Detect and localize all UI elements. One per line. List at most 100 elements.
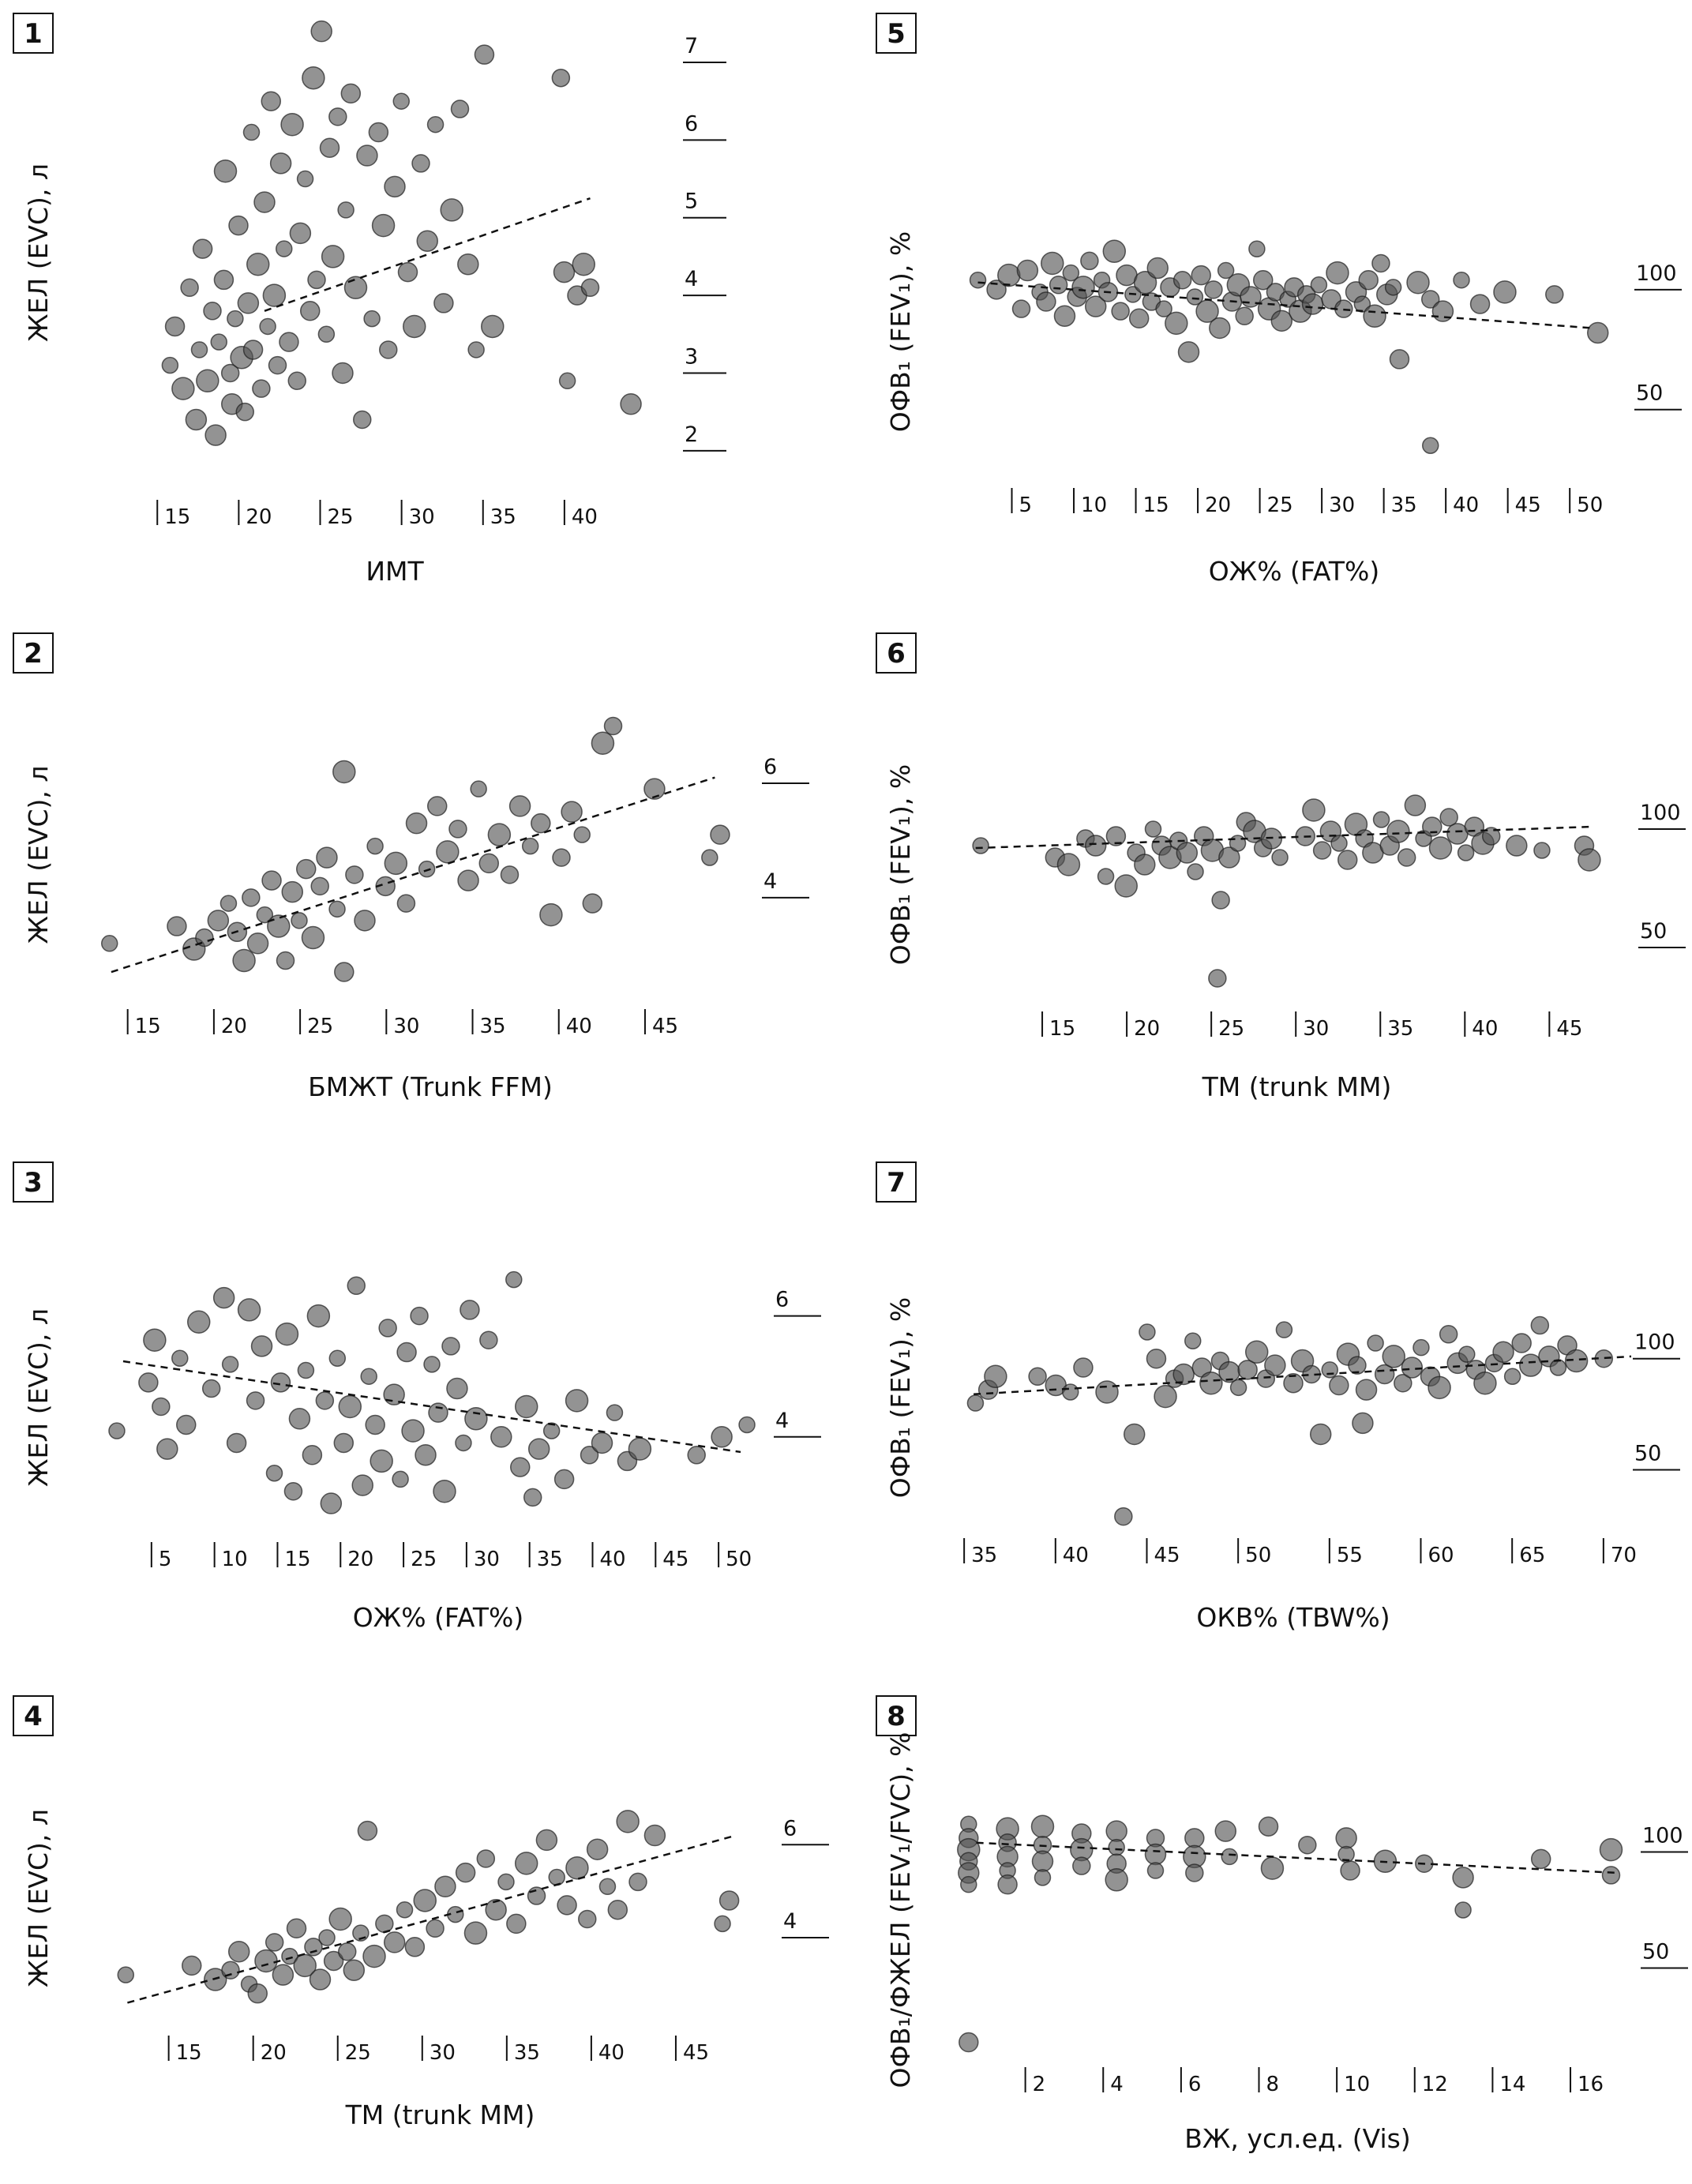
data-point (161, 356, 179, 374)
data-point (1154, 1384, 1177, 1409)
data-point (565, 1389, 589, 1413)
data-point (535, 1829, 558, 1852)
data-point (523, 1488, 542, 1507)
data-point (1301, 293, 1324, 315)
data-point (972, 837, 989, 854)
data-point (984, 1364, 1007, 1389)
data-point (580, 278, 600, 298)
panel-number: 6 (887, 638, 906, 670)
data-point (1011, 299, 1031, 318)
data-point (246, 1391, 265, 1410)
data-point (969, 271, 987, 289)
x-tick-label: 25 (328, 505, 354, 529)
data-point (464, 1407, 488, 1431)
trend-line (976, 1841, 1619, 1874)
data-point (1108, 1838, 1125, 1856)
data-point (426, 115, 445, 133)
data-point (226, 1432, 247, 1454)
x-tick-label: 20 (221, 1015, 247, 1038)
data-point (1428, 1375, 1451, 1400)
data-point (1549, 1359, 1567, 1376)
data-point (338, 1394, 362, 1419)
x-tick-label: 35 (480, 1015, 506, 1038)
y-tick-label: 3 (685, 344, 698, 369)
data-point (1208, 969, 1227, 988)
data-point (237, 1298, 261, 1322)
data-point (340, 83, 362, 104)
panel-number-box (13, 1695, 54, 1736)
data-point (171, 377, 195, 400)
chart-panel-8: 8 2 4 6 8 10 12 14 16 50 100 ВЖ, усл.ед. (Vis) ОФВ₁/… (876, 1695, 1688, 2154)
data-point (195, 928, 214, 948)
data-point (1071, 276, 1095, 299)
y-tick-label: 4 (775, 1409, 789, 1433)
y-tick-label: 6 (775, 1288, 789, 1312)
data-point (714, 1915, 731, 1933)
data-point (375, 1914, 394, 1934)
x-tick-label: 8 (1266, 2073, 1280, 2096)
data-point (368, 122, 389, 143)
data-point (413, 1889, 437, 1912)
data-point (553, 1469, 575, 1490)
data-point (1358, 269, 1379, 291)
x-tick-label: 40 (600, 1548, 626, 1571)
data-point (281, 880, 304, 903)
data-point (334, 962, 355, 982)
x-tick-label: 35 (537, 1548, 563, 1571)
data-point (1114, 874, 1139, 898)
data-point (1062, 1383, 1079, 1401)
data-point (1123, 1423, 1146, 1446)
data-point (1177, 341, 1200, 363)
data-point (606, 1404, 624, 1421)
x-tick-label: 35 (971, 1544, 997, 1567)
data-point (1337, 850, 1358, 870)
data-point (1439, 1325, 1458, 1344)
x-tick-label: 10 (1081, 493, 1107, 517)
data-point (287, 371, 306, 391)
data-point (1493, 280, 1517, 304)
panel-number-box (13, 13, 54, 54)
data-point (1146, 257, 1169, 280)
data-point (446, 1377, 468, 1400)
data-point (1578, 848, 1601, 872)
data-point (192, 238, 213, 259)
data-point (1155, 300, 1172, 317)
panel-number-box (876, 13, 917, 54)
data-point (1394, 1373, 1413, 1393)
x-tick-label: 5 (1019, 493, 1033, 517)
data-point (448, 820, 467, 839)
data-point (1298, 1835, 1317, 1855)
data-point (433, 293, 454, 313)
data-point (252, 379, 271, 398)
x-tick-label: 2 (1033, 2073, 1046, 2096)
y-tick-label: 100 (1636, 261, 1677, 286)
data-point (1275, 1321, 1293, 1338)
data-point (1439, 808, 1458, 827)
panel-number-box (876, 632, 917, 674)
data-point (1564, 1349, 1589, 1373)
data-point (347, 1276, 366, 1296)
data-point (275, 1322, 299, 1346)
data-point (1382, 1345, 1405, 1368)
data-point (521, 837, 539, 855)
panel-number: 5 (887, 18, 906, 50)
data-point (186, 1310, 211, 1334)
data-point (616, 1810, 640, 1833)
data-point (966, 1394, 985, 1412)
y-axis-label: ЖЕЛ (EVC), л (23, 163, 54, 342)
data-point (551, 68, 571, 88)
x-axis-label: ТМ (trunk MM) (1202, 1071, 1392, 1102)
data-point (1599, 1837, 1623, 1862)
data-point (552, 848, 571, 867)
x-tick-label: 25 (307, 1015, 333, 1038)
data-point (354, 910, 376, 932)
data-point (176, 1414, 197, 1435)
data-point (1172, 1363, 1195, 1386)
x-tick-label: 70 (1611, 1544, 1637, 1567)
data-point (221, 1961, 240, 1979)
data-point (485, 1898, 507, 1921)
data-point (246, 253, 270, 276)
data-point (310, 20, 332, 43)
data-point (510, 1457, 531, 1477)
x-axis-label: ВЖ, усл.ед. (Vis) (1184, 2123, 1410, 2154)
